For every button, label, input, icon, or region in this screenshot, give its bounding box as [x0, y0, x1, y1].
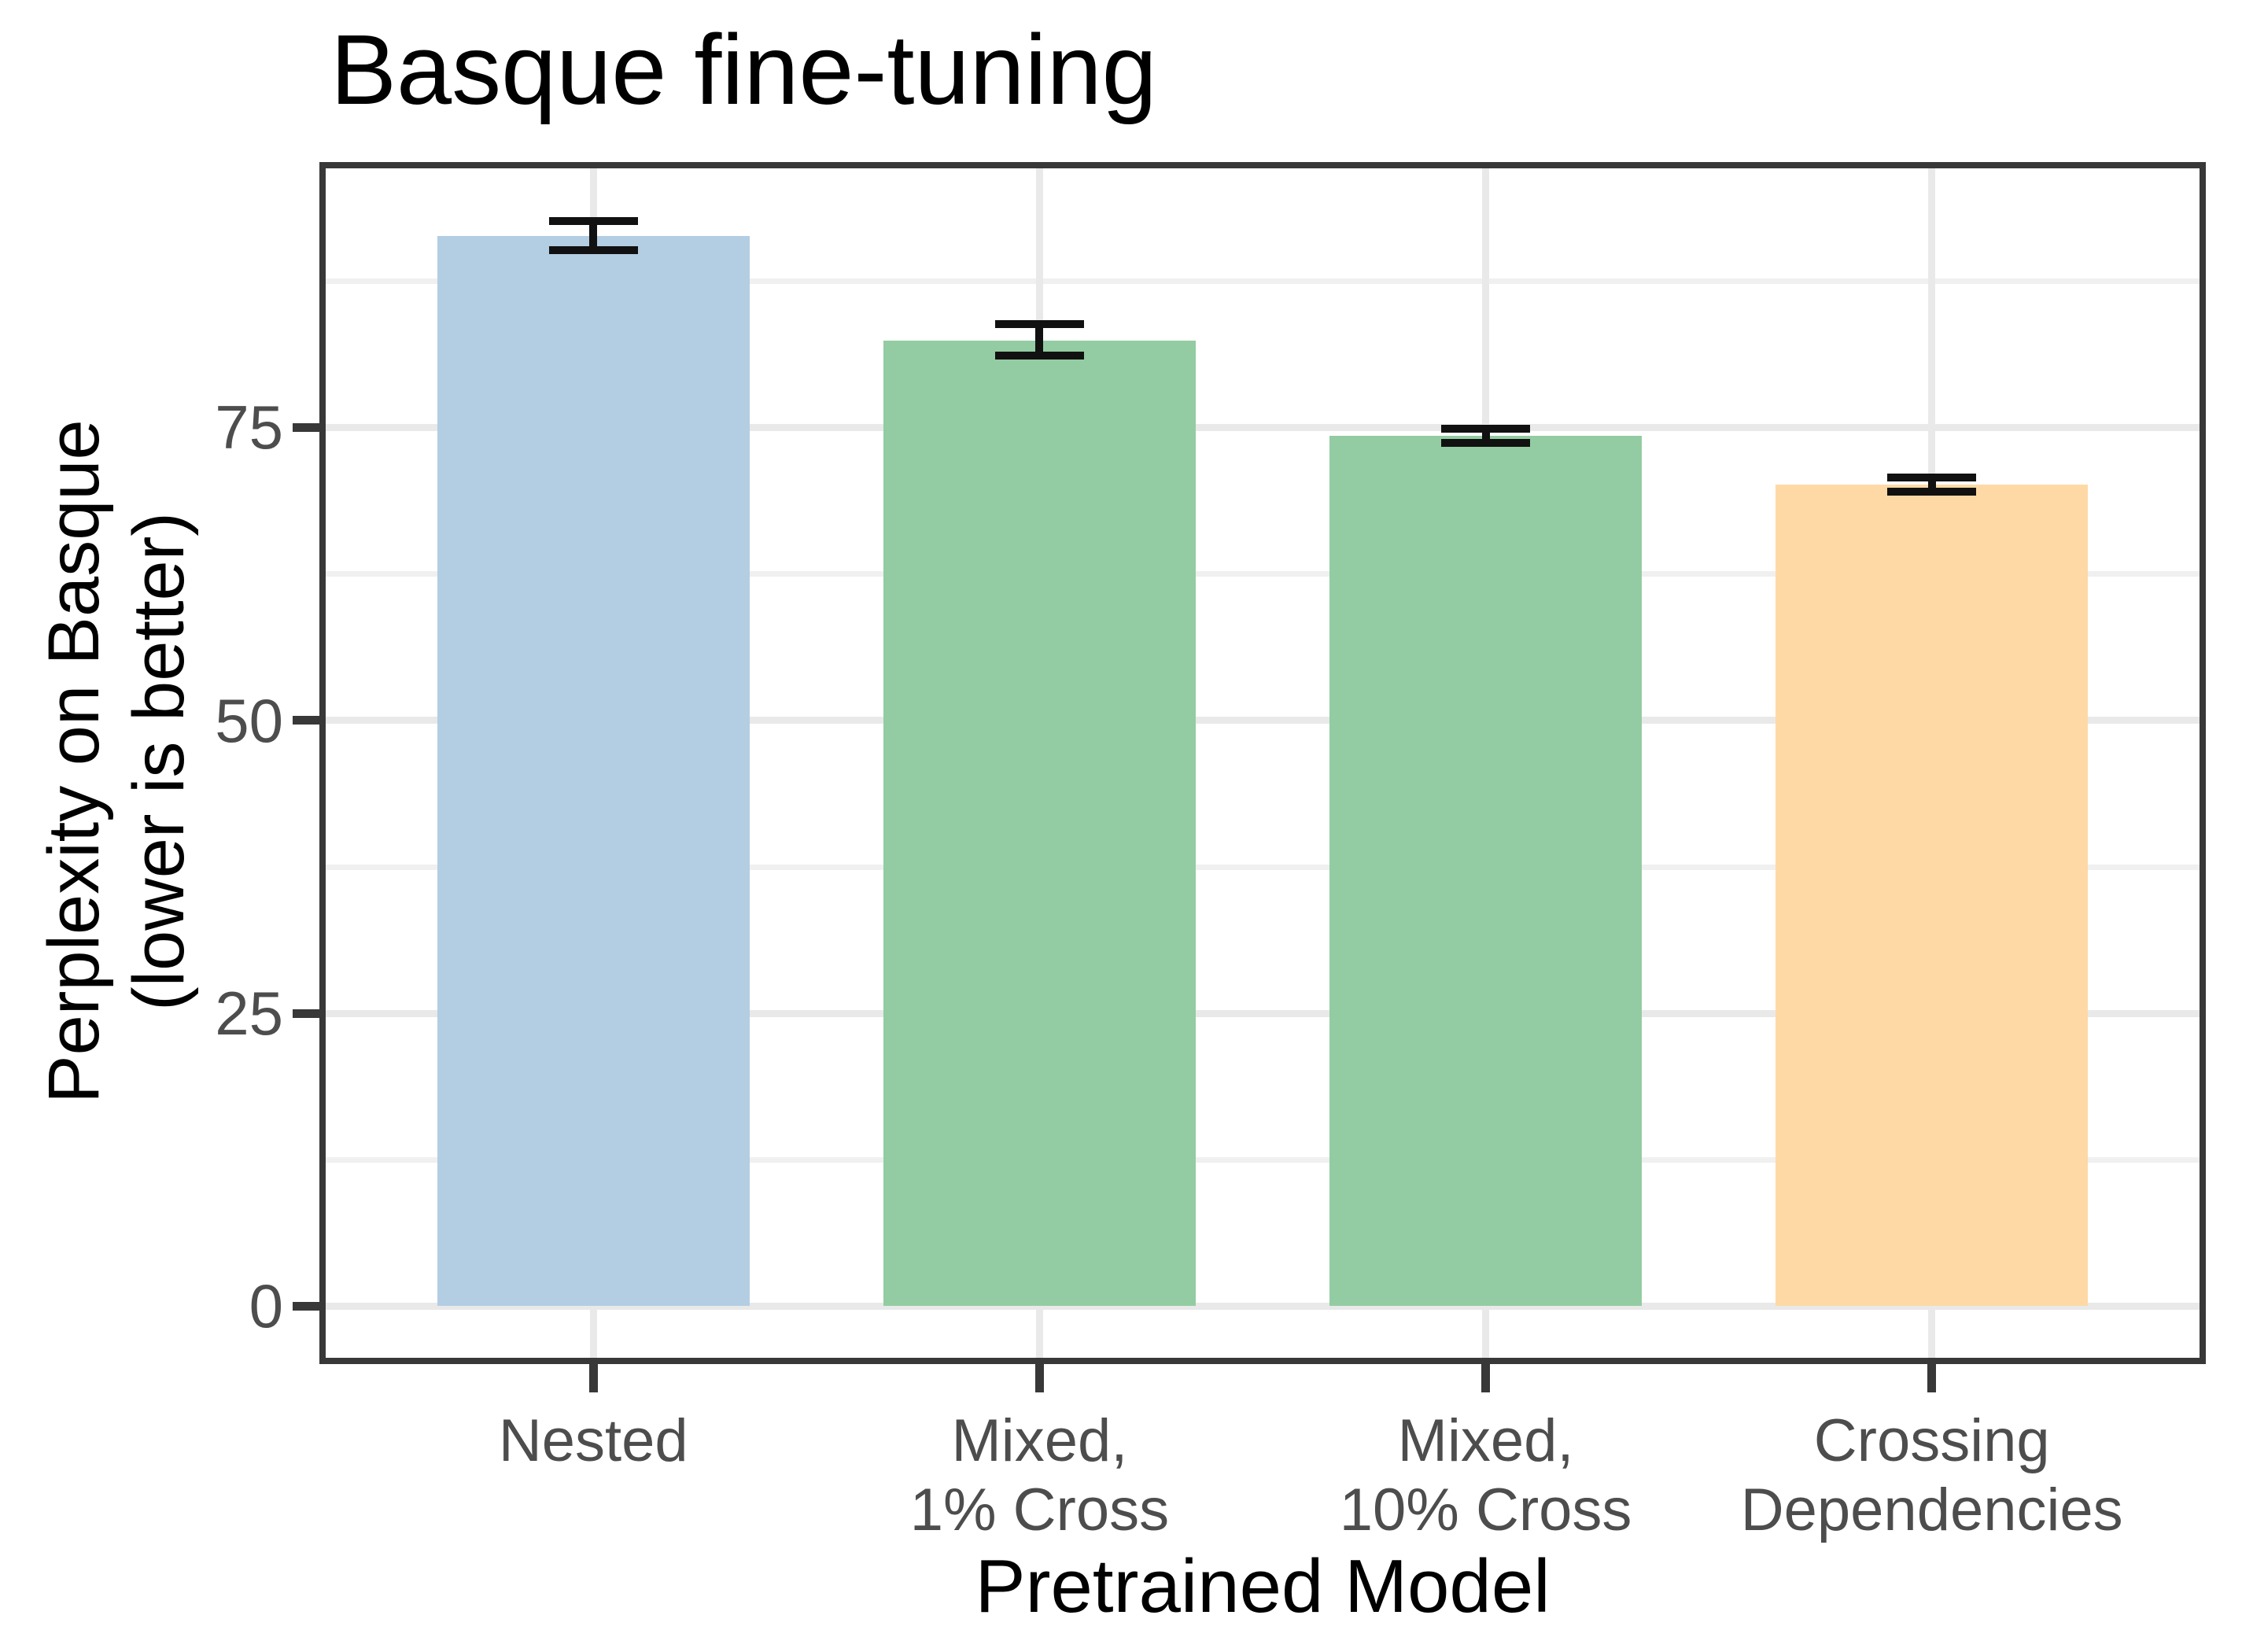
- error-bar-stem: [1481, 428, 1490, 443]
- x-tick-label-line: 1% Cross: [909, 1477, 1170, 1543]
- y-tick-label: 50: [215, 685, 283, 755]
- error-bar-stem: [1035, 324, 1044, 356]
- y-axis-title-line2: (lower is better): [119, 512, 199, 1011]
- y-tick-label: 0: [249, 1271, 283, 1341]
- x-tick-label: Mixed, 10% Cross: [1234, 1407, 1738, 1545]
- error-bar-stem: [1927, 478, 1936, 492]
- x-tick-mark: [1927, 1364, 1937, 1392]
- error-bar-cap-bottom: [1887, 488, 1977, 496]
- error-bar-cap-bottom: [548, 246, 638, 255]
- x-tick-label: Nested: [341, 1407, 845, 1476]
- x-tick-label: Mixed, 1% Cross: [787, 1407, 1291, 1545]
- x-tick-label-line: Mixed,: [951, 1407, 1128, 1474]
- y-minor-gridline: [326, 864, 2200, 870]
- error-bar-cap-bottom: [1440, 438, 1531, 447]
- y-tick-mark: [293, 1009, 319, 1018]
- x-tick-label-line: Dependencies: [1740, 1477, 2123, 1543]
- y-major-gridline: [326, 717, 2200, 725]
- x-tick-mark: [588, 1364, 598, 1392]
- y-minor-gridline: [326, 278, 2200, 284]
- bar-nested: [437, 236, 750, 1307]
- error-bar-cap-top: [1440, 424, 1531, 433]
- error-bar-cap-top: [994, 320, 1085, 329]
- y-tick-label: 25: [215, 979, 283, 1049]
- error-bar-cap-top: [548, 217, 638, 226]
- error-bar-cap-top: [1887, 474, 1977, 482]
- y-tick-mark: [293, 1301, 319, 1311]
- bar-mixed-1-cross: [883, 340, 1196, 1307]
- bar-mixed-10-cross: [1329, 435, 1643, 1307]
- y-tick-label: 75: [215, 393, 283, 463]
- x-axis-title: Pretrained Model: [975, 1544, 1551, 1628]
- y-minor-gridline: [326, 571, 2200, 577]
- y-axis-title-line1: Perplexity on Basque: [34, 419, 114, 1104]
- x-tick-label-line: 10% Cross: [1339, 1477, 1632, 1543]
- bar-crossing-dependencies: [1776, 485, 2089, 1307]
- x-tick-mark: [1034, 1364, 1044, 1392]
- x-tick-label-line: Crossing: [1813, 1407, 2050, 1474]
- x-tick-label: Crossing Dependencies: [1680, 1407, 2184, 1545]
- y-major-gridline: [326, 1009, 2200, 1017]
- plot-panel-border: [319, 162, 2206, 1364]
- error-bar-cap-bottom: [994, 352, 1085, 360]
- x-tick-mark: [1481, 1364, 1491, 1392]
- error-bar-stem: [589, 221, 598, 251]
- x-tick-label-line: Mixed,: [1397, 1407, 1574, 1474]
- y-major-gridline: [326, 1302, 2200, 1310]
- y-tick-mark: [293, 422, 319, 432]
- y-major-gridline: [326, 423, 2200, 431]
- x-tick-label-line: Nested: [498, 1407, 688, 1474]
- chart-title: Basque fine-tuning: [330, 14, 1157, 125]
- y-minor-gridline: [326, 1157, 2200, 1163]
- y-axis-title: Perplexity on Basque (lower is better): [31, 128, 205, 1395]
- y-tick-mark: [293, 716, 319, 725]
